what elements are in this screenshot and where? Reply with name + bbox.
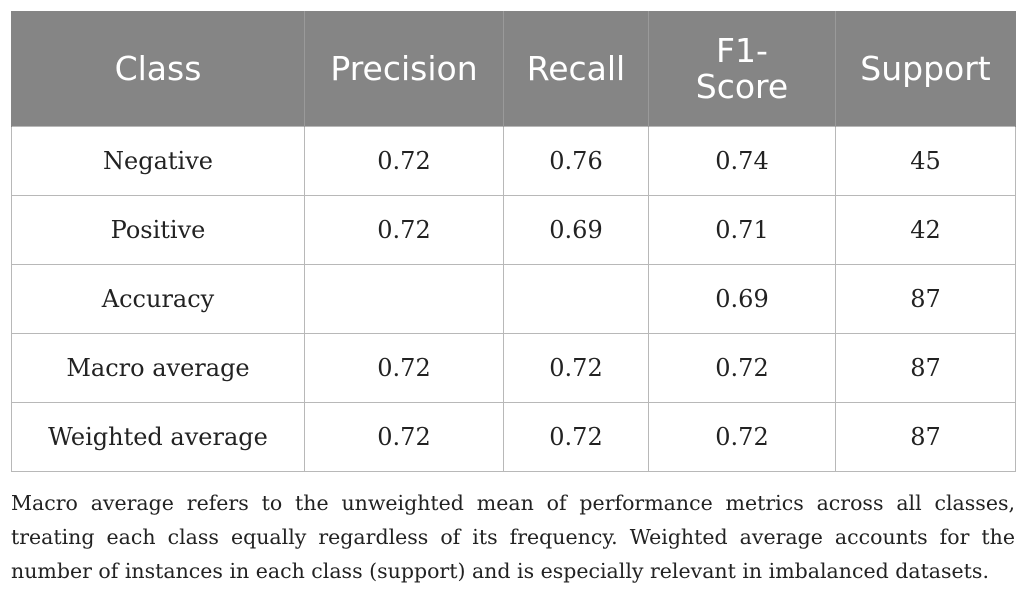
cell-recall: 0.69 xyxy=(503,195,649,265)
header-recall: Recall xyxy=(503,11,649,127)
cell-precision: 0.72 xyxy=(304,333,504,403)
cell-precision: 0.72 xyxy=(304,195,504,265)
cell-recall: 0.72 xyxy=(503,333,649,403)
cell-precision xyxy=(304,264,504,334)
classification-report-table: Class Precision Recall F1- Score Support… xyxy=(11,11,1016,472)
cell-class: Positive xyxy=(11,195,305,265)
cell-recall xyxy=(503,264,649,334)
cell-support: 87 xyxy=(835,402,1016,472)
table-row: Positive 0.72 0.69 0.71 42 xyxy=(11,195,1016,265)
cell-recall: 0.72 xyxy=(503,402,649,472)
table-footnote: Macro average refers to the unweighted m… xyxy=(11,491,1015,583)
cell-f1-score: 0.72 xyxy=(648,402,836,472)
cell-support: 87 xyxy=(835,264,1016,334)
cell-recall: 0.76 xyxy=(503,126,649,196)
cell-f1-score: 0.71 xyxy=(648,195,836,265)
cell-class: Macro average xyxy=(11,333,305,403)
cell-precision: 0.72 xyxy=(304,126,504,196)
header-precision: Precision xyxy=(304,11,504,127)
header-support: Support xyxy=(835,11,1016,127)
table-row: Macro average 0.72 0.72 0.72 87 xyxy=(11,333,1016,403)
cell-class: Negative xyxy=(11,126,305,196)
cell-class: Weighted average xyxy=(11,402,305,472)
cell-class: Accuracy xyxy=(11,264,305,334)
cell-f1-score: 0.69 xyxy=(648,264,836,334)
header-f1-score: F1- Score xyxy=(648,11,836,127)
table-row: Accuracy 0.69 87 xyxy=(11,264,1016,334)
cell-f1-score: 0.74 xyxy=(648,126,836,196)
table-row: Negative 0.72 0.76 0.74 45 xyxy=(11,126,1016,196)
cell-support: 87 xyxy=(835,333,1016,403)
cell-precision: 0.72 xyxy=(304,402,504,472)
cell-support: 42 xyxy=(835,195,1016,265)
table-row: Weighted average 0.72 0.72 0.72 87 xyxy=(11,402,1016,472)
cell-f1-score: 0.72 xyxy=(648,333,836,403)
table-header-row: Class Precision Recall F1- Score Support xyxy=(11,11,1016,127)
header-class: Class xyxy=(11,11,305,127)
cell-support: 45 xyxy=(835,126,1016,196)
results-table-container: Class Precision Recall F1- Score Support… xyxy=(11,11,1016,472)
